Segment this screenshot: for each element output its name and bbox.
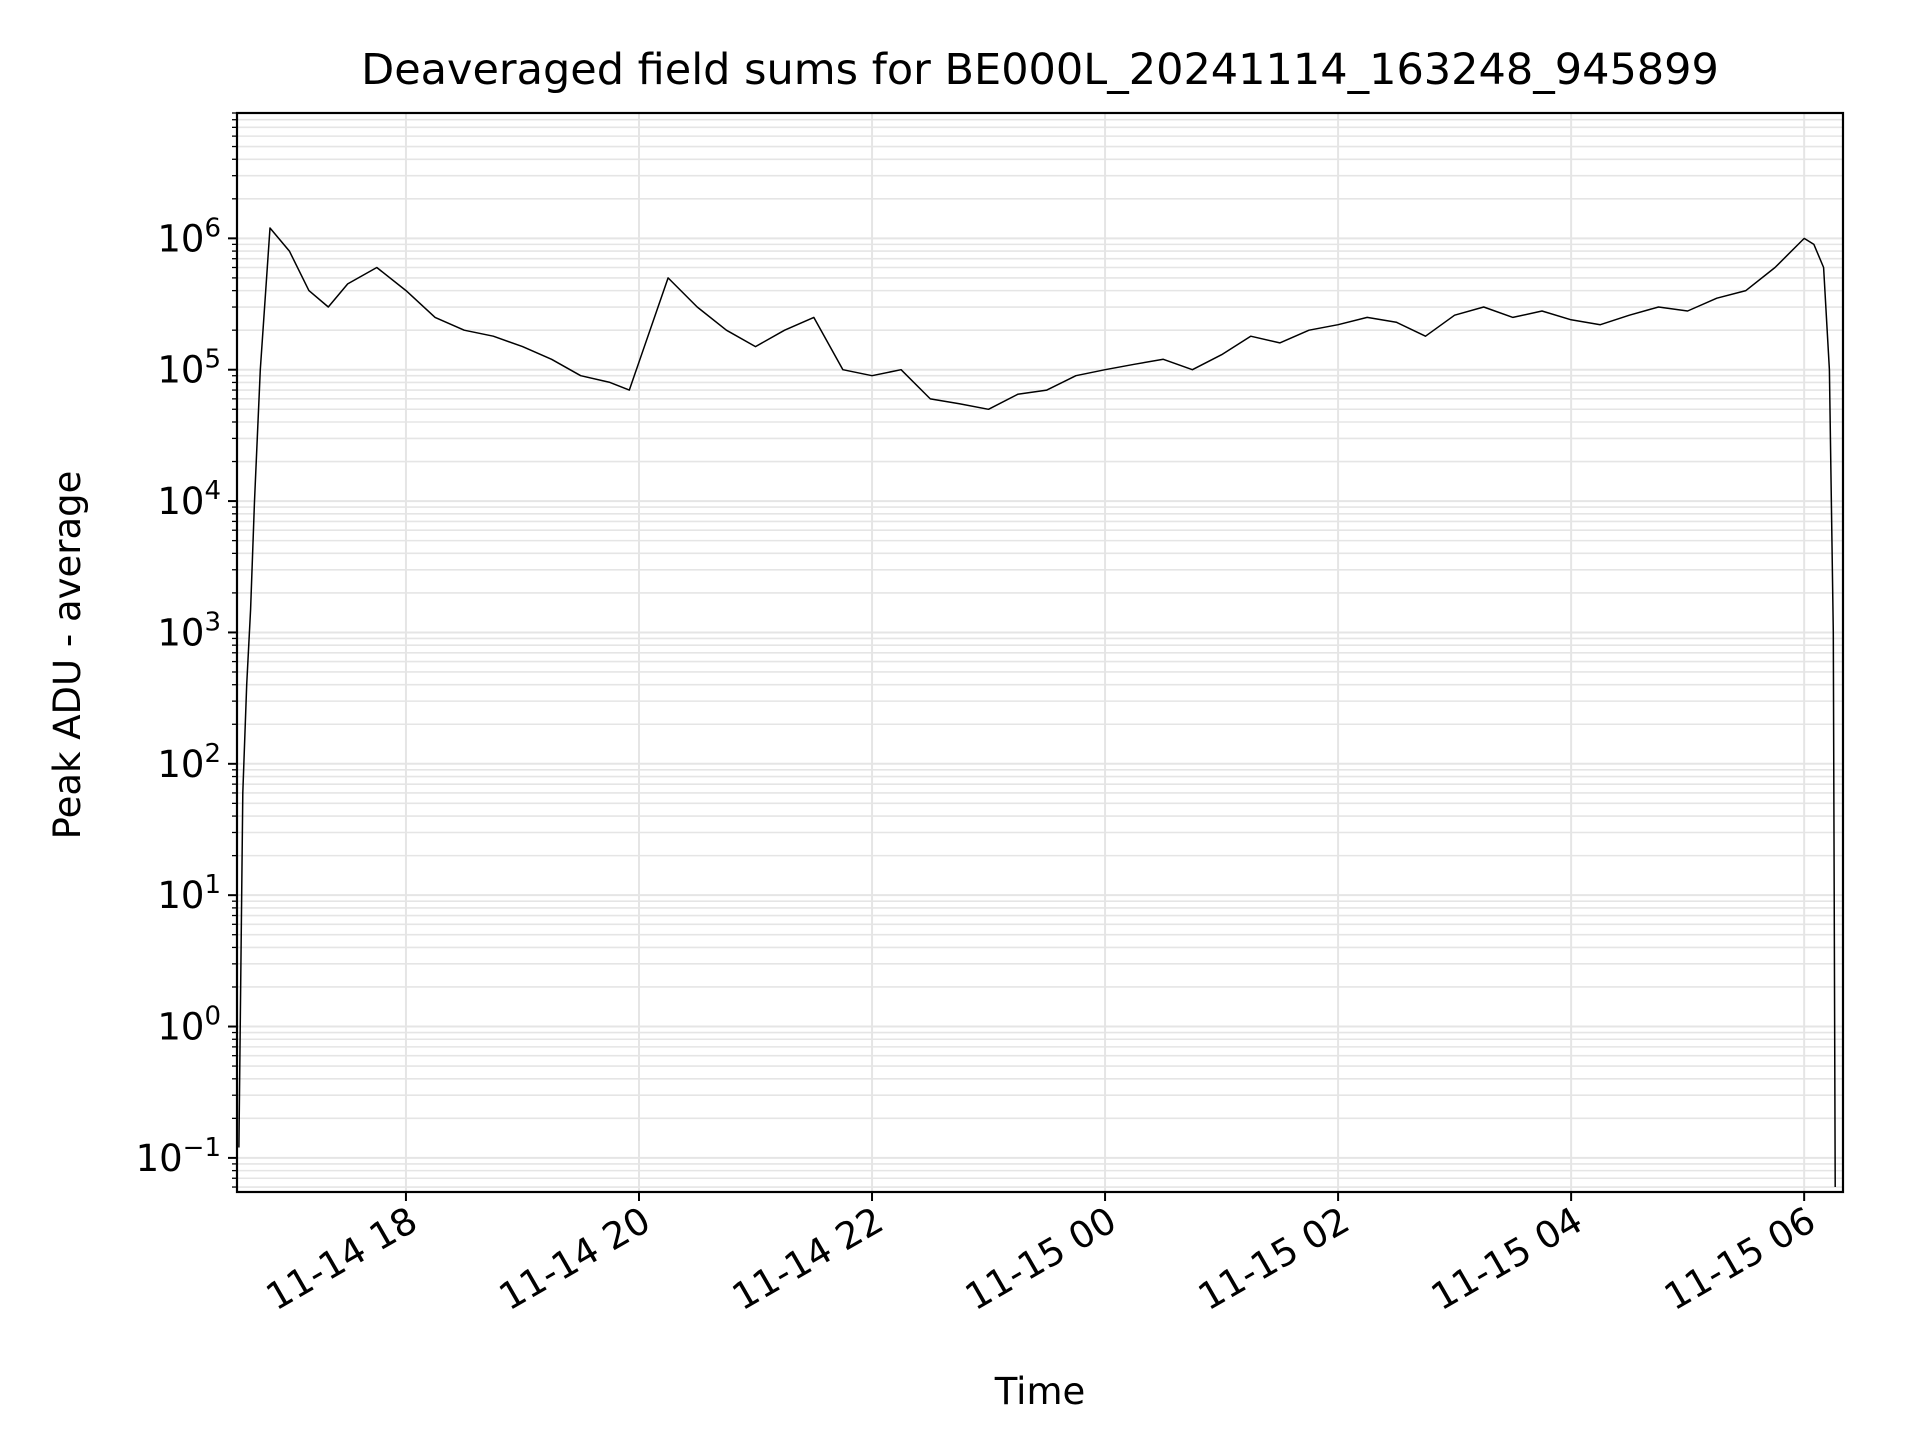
y-tick-label: 10−1 [136, 1133, 221, 1180]
y-axis-label: Peak ADU - average [46, 471, 89, 840]
y-tick-label: 103 [157, 607, 221, 654]
x-tick-label: 11-14 20 [492, 1199, 658, 1319]
x-axis: 11-14 18 11-14 20 11-14 22 11-15 00 11-15 02… [259, 1192, 1823, 1319]
major-grid [237, 113, 1843, 1192]
x-tick-label: 11-15 00 [958, 1199, 1124, 1319]
minor-grid [237, 112, 1843, 1188]
y-tick-label: 101 [157, 870, 221, 917]
x-tick-label: 11-14 18 [259, 1199, 425, 1319]
chart-title: Deaveraged field sums for BE000L_2024111… [361, 45, 1719, 95]
x-tick-label: 11-15 04 [1424, 1199, 1590, 1319]
y-tick-label: 100 [157, 1002, 221, 1049]
x-tick-label: 11-15 06 [1657, 1199, 1823, 1319]
y-tick-label: 102 [157, 739, 221, 786]
series-line [238, 227, 1836, 1188]
y-tick-label: 104 [157, 476, 221, 523]
x-axis-label: Time [994, 1370, 1086, 1413]
y-tick-label: 105 [157, 345, 221, 392]
series-layer [238, 227, 1836, 1188]
x-tick-label: 11-14 22 [725, 1199, 891, 1319]
y-tick-label: 106 [157, 213, 221, 260]
x-tick-label: 11-15 02 [1191, 1199, 1357, 1319]
y-axis: 10−1 100 101 102 103 104 105 106 [136, 112, 237, 1188]
